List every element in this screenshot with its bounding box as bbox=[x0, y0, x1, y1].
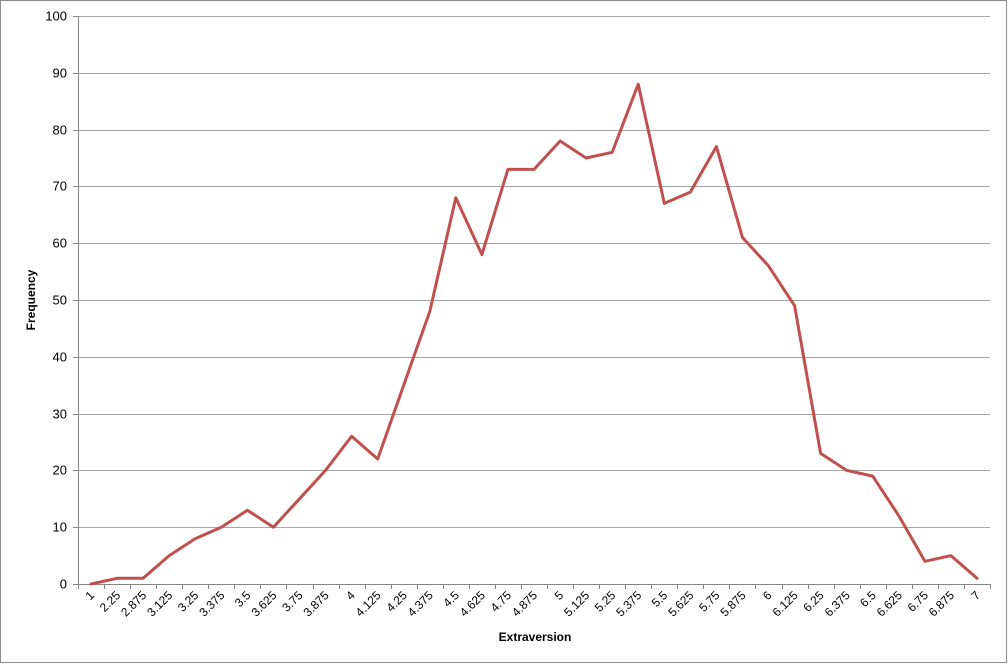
y-tick-label: 40 bbox=[53, 350, 67, 365]
y-axis-title: Frequency bbox=[24, 269, 38, 330]
axes bbox=[73, 16, 991, 589]
y-tick-label: 50 bbox=[53, 293, 67, 308]
y-tick-labels: 0 10 20 30 40 50 60 70 80 90 100 bbox=[45, 9, 67, 592]
y-tick-label: 60 bbox=[53, 236, 67, 251]
y-tick-label: 80 bbox=[53, 123, 67, 138]
x-axis-title: Extraversion bbox=[499, 630, 572, 644]
y-tick-label: 90 bbox=[53, 66, 67, 81]
series-line-0 bbox=[89, 82, 979, 586]
y-tick-label: 70 bbox=[53, 179, 67, 194]
y-tick-label: 100 bbox=[45, 9, 67, 24]
y-tick-label: 10 bbox=[53, 520, 67, 535]
y-tick-label: 30 bbox=[53, 407, 67, 422]
gridlines bbox=[78, 16, 990, 528]
series-layer bbox=[89, 82, 979, 586]
y-tick-label: 0 bbox=[60, 577, 67, 592]
y-tick-label: 20 bbox=[53, 463, 67, 478]
